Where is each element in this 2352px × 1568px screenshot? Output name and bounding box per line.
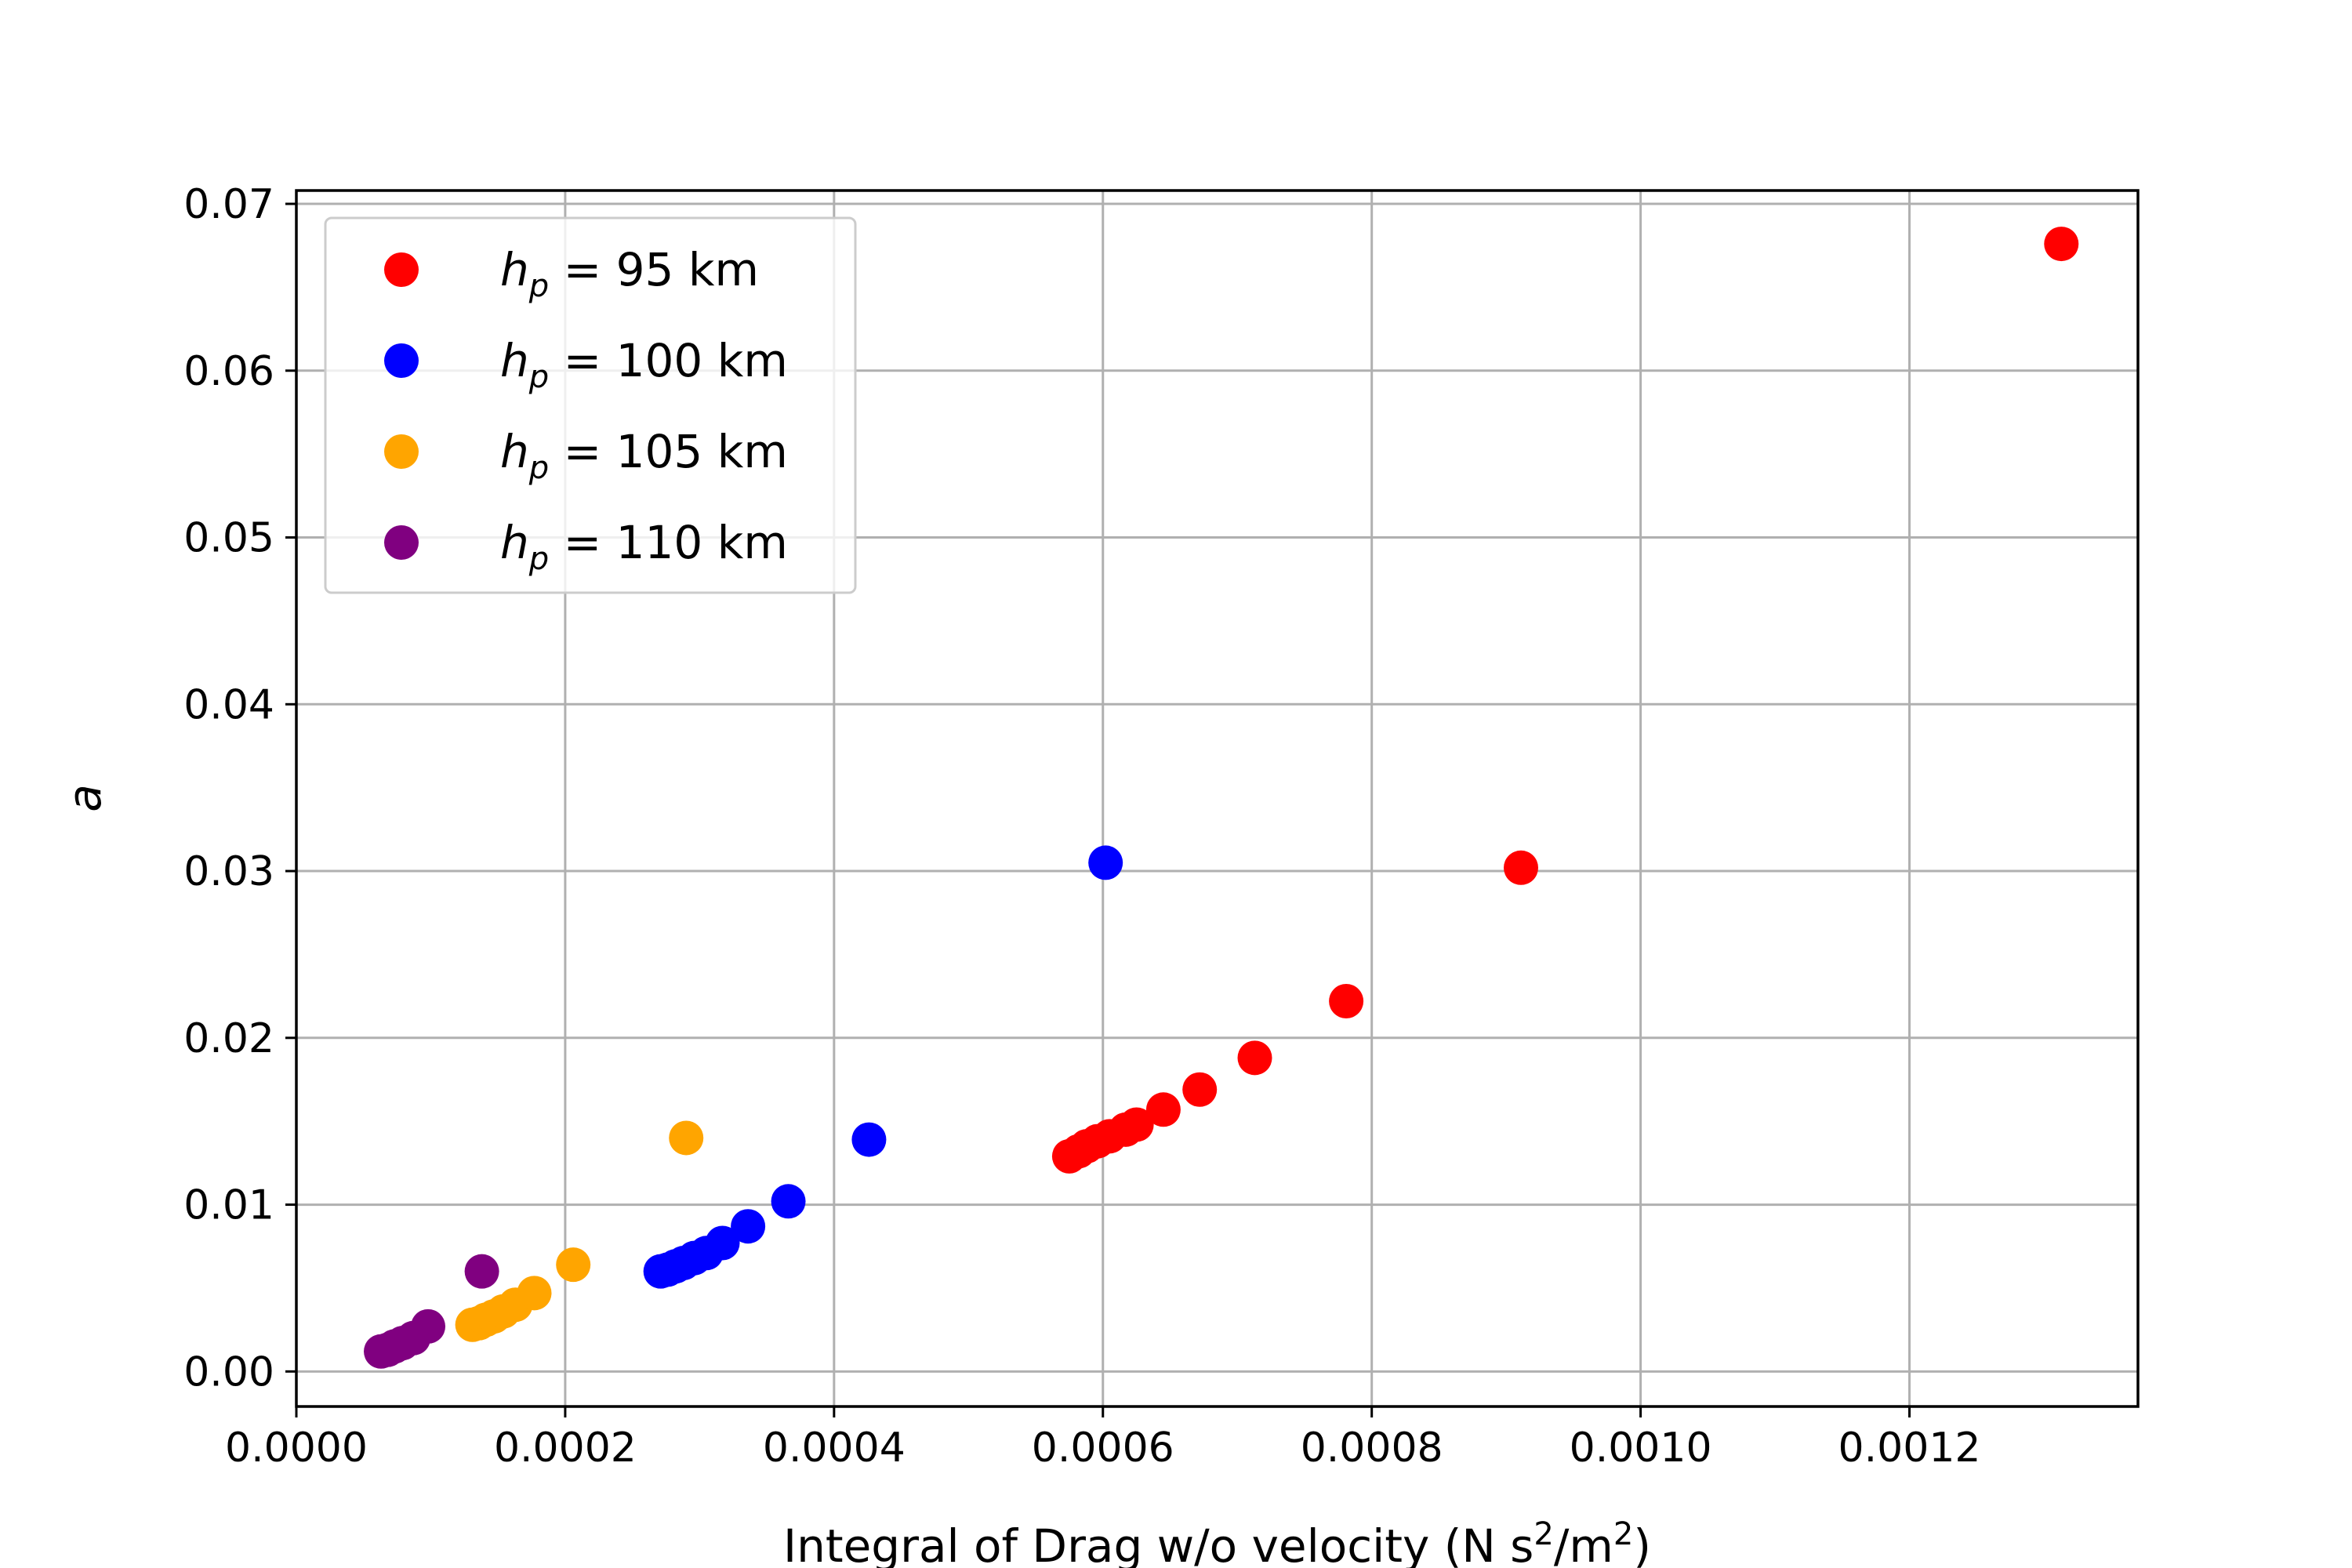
legend-label: hp = 105 km [500,425,788,486]
x-tick-label: 0.0000 [225,1425,368,1472]
legend-marker [384,343,419,378]
data-point-hp-95km [2044,227,2079,262]
data-point-hp-95km [1119,1107,1154,1142]
legend-entry: hp = 100 km [384,334,788,395]
y-axis-label: a [58,784,111,812]
legend-label: hp = 100 km [500,334,788,395]
data-point-hp-95km [1237,1040,1272,1076]
x-tick-label: 0.0002 [494,1425,637,1472]
legend-entry: hp = 95 km [384,243,759,304]
y-tick-label: 0.06 [183,348,274,395]
data-point-hp-110km [464,1254,499,1289]
plot-frame [295,189,2140,1408]
legend-label: hp = 95 km [500,243,759,304]
data-point-hp-105km [517,1276,552,1311]
data-point-hp-105km [556,1247,591,1283]
data-point-hp-100km [771,1184,806,1219]
data-points [364,227,2079,1369]
y-tick-label: 0.01 [183,1182,274,1229]
x-tick-label: 0.0004 [763,1425,906,1472]
legend-marker [384,434,419,469]
data-point-hp-95km [1145,1092,1181,1127]
legend-label: hp = 110 km [500,516,788,577]
y-tick-label: 0.07 [183,181,274,228]
x-tick-label: 0.0008 [1301,1425,1443,1472]
y-tick-label: 0.02 [183,1015,274,1062]
x-tick-label: 0.0012 [1838,1425,1981,1472]
x-tick-label: 0.0006 [1032,1425,1174,1472]
legend-entry: hp = 105 km [384,425,788,486]
data-point-hp-100km [731,1209,766,1244]
y-tick-label: 0.04 [183,681,274,728]
data-point-hp-100km [1088,845,1123,880]
data-point-hp-95km [1329,984,1364,1018]
data-point-hp-95km [1503,850,1538,885]
legend-marker [384,252,419,287]
data-point-hp-105km [669,1120,704,1156]
legend-box [324,216,857,594]
data-point-hp-100km [705,1225,740,1261]
y-tick-label: 0.03 [183,848,274,895]
x-tick-label: 0.0010 [1570,1425,1712,1472]
data-point-hp-95km [1182,1072,1218,1107]
data-point-hp-100km [851,1122,887,1157]
data-point-hp-110km [411,1308,446,1344]
legend-entry: hp = 110 km [384,516,788,577]
legend: hp = 95 km hp = 100 km hp = 105 km hp = 110… [324,216,857,594]
x-axis-label: Integral of Drag w/o velocity (N s2/m2) [783,1516,1651,1568]
legend-marker [384,525,419,560]
axis-ticks: 0.0000 0.0002 0.0004 0.0006 0.0008 0.0010 0.00… [183,181,1980,1472]
y-tick-label: 0.05 [183,515,274,562]
y-tick-label: 0.00 [183,1348,274,1396]
